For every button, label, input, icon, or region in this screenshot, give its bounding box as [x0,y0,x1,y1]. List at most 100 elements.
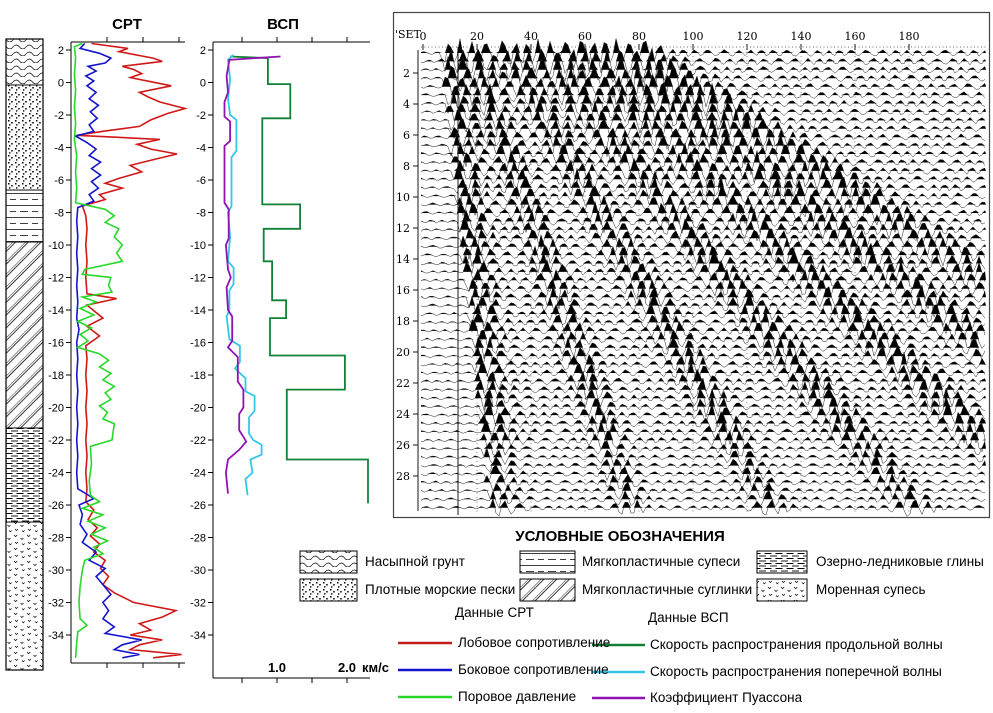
lithology-segment [5,521,44,671]
seismic-trace-wiggle [420,302,986,328]
seismic-trace-wiggle [420,294,986,318]
seismic-trace-fill [421,132,986,146]
legend-line-label-cpt-1: Боковое сопротивление [458,662,609,677]
legend-pattern-swatch [519,578,576,602]
legend-soil-label-4: Озерно-ледниковые глины [816,554,984,569]
axis-tick-label: -8 [196,208,206,220]
seismic-trace-wiggle [420,429,986,453]
seismic-trace-fill [421,158,986,171]
seismic-trace-wiggle [420,192,986,218]
legend-soil-label-2: Мягкопластичные супеси [582,554,740,569]
cpt-title: СРТ [112,16,142,33]
seismic-trace-wiggle [420,497,986,517]
vsp-axes: 1.0 2.0 2 0 -2 -4 -6 -8 -10 -12 -14 -16 -18 -20 -22 -24… [190,37,370,683]
legend-soil-label-1: Плотные морские пески [365,582,515,597]
seismic-trace-wiggle [420,268,986,293]
cpt-chart: СРТ 2 0 -2 -4 -6 -8 -10 -12 -14 -16 -18 -20 -22 -24 -2… [48,16,189,668]
axis-tick-label: -24 [190,468,206,480]
axis-tick-label: -12 [48,273,64,285]
legend-title: УСЛОВНЫЕ ОБОЗНАЧЕНИЯ [515,528,724,545]
vsp-chart: ВСП 1.0 2.0 2 0 -2 -4 -6 -8 -10 -12 -14 -16 -18 -20 -2… [190,16,389,683]
lithology-column [5,38,44,671]
legend-line-label-cpt-2: Поровое давление [458,689,576,704]
seismic-trace-fill [421,38,986,53]
axis-tick-label: 22 [396,377,410,390]
seismic-trace-wiggle [420,124,986,150]
axis-tick-label: -12 [190,273,206,285]
seismic-trace-wiggle [420,455,986,475]
seismic-trace-fill [421,55,986,70]
seismic-trace-wiggle [420,411,986,435]
seismic-trace-fill [421,456,986,466]
axis-tick-label: 2.0 [338,660,356,675]
axis-tick-label: -14 [190,305,206,317]
lithology-segment [5,38,44,86]
axis-tick-label: -20 [190,403,206,415]
seismic-trace-fill [421,336,986,348]
seismic-trace-fill [421,440,986,449]
axis-tick-label: -28 [190,533,206,545]
axis-tick-label: -6 [54,175,64,187]
seismic-trace-wiggle [420,481,985,500]
seismic-trace-fill [421,208,986,222]
axis-tick-label: 0 [58,78,64,90]
axis-tick-label: -10 [48,240,64,252]
seismic-trace-wiggle [420,258,986,285]
axis-tick-label: -20 [48,403,64,415]
seismic-trace-fill [421,116,986,129]
axis-tick-label: -6 [196,175,206,187]
legend-group-vsp-title: Данные ВСП [648,610,729,625]
seismic-trace-fill [421,403,986,416]
seismic-trace-wiggle [420,208,986,235]
seismic-trace-fill [421,395,986,407]
seismic-trace-wiggle [420,82,986,108]
axis-tick-label: -16 [190,338,206,350]
lithology-segment [5,189,44,243]
seismogram-traces [420,38,986,517]
axis-tick-label: -28 [48,533,64,545]
seismic-trace-fill [421,192,986,205]
seismic-trace-wiggle [420,395,986,418]
cpt-series [76,42,189,659]
seismic-trace-fill [421,420,986,432]
axis-tick-label: -32 [190,598,206,610]
axis-tick-label: -30 [190,565,206,577]
seismic-trace-fill [421,473,986,483]
axis-tick-label: -18 [190,370,206,382]
legend-pattern-swatch [519,550,576,574]
seismic-trace-fill [421,328,986,340]
legend-soil-label-3: Мягкопластичные суглинки [582,582,752,597]
seismic-trace-fill [421,345,986,357]
seismic-trace-wiggle [420,63,986,93]
axis-tick-label: -2 [54,110,64,122]
legend-soil-label-0: Насыпной грунт [365,554,465,569]
seismic-trace-wiggle [420,99,986,125]
seismic-trace-wiggle [420,464,986,482]
seismic-trace-fill [421,430,986,441]
seismic-trace-fill [421,124,986,138]
seismic-trace-fill [421,234,986,247]
seismic-trace-fill [421,73,986,87]
vsp-title: ВСП [267,16,299,33]
seismic-trace-fill [421,251,986,264]
seismic-trace-fill [421,498,986,508]
seismic-trace-fill [421,108,986,121]
seismic-trace-fill [421,388,986,399]
axis-tick-label: 140 [791,30,812,43]
seismic-trace-fill [421,411,986,424]
seismic-trace-fill [421,295,986,306]
seismic-trace-fill [421,175,986,188]
seismic-trace-fill [421,303,986,314]
seismogram-panel: 'SET 0 20 40 60 80 100 120 140 160 18024681012141… [392,11,991,519]
axis-tick-label: -14 [48,305,64,317]
axis-tick-label: -26 [48,500,64,512]
seismic-trace-fill [421,100,986,112]
legend-group-cpt-title: Данные СРТ [455,605,534,620]
seismic-trace-wiggle [420,38,986,69]
axis-tick-label: 18 [396,315,410,328]
lithology-column-border [5,38,44,671]
seismic-trace-wiggle [420,387,986,411]
seismic-trace-fill [421,378,986,390]
